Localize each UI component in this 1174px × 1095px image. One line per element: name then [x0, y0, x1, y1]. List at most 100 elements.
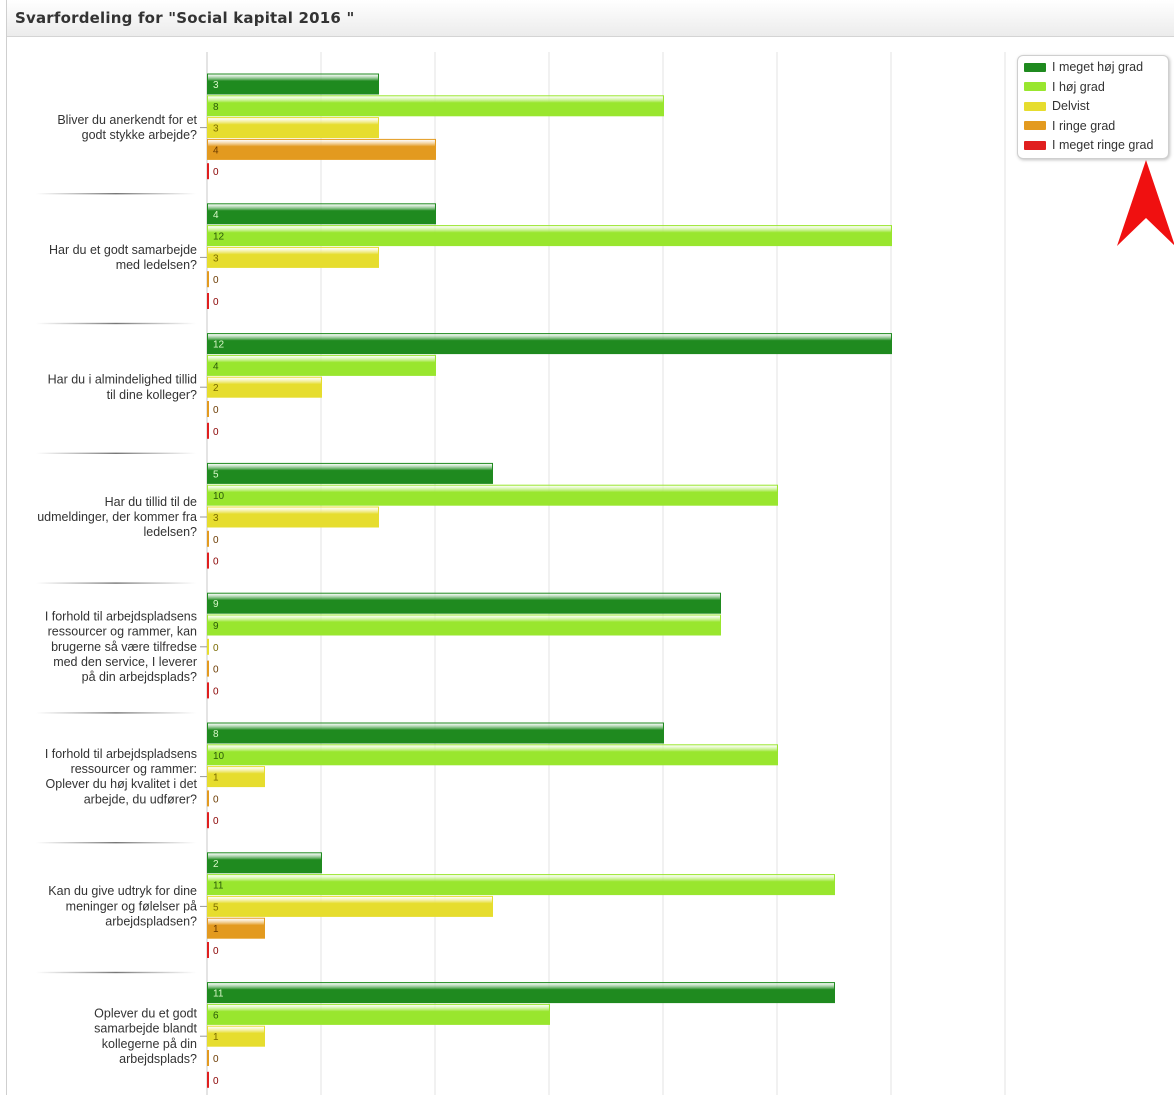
bar[interactable]	[207, 73, 379, 95]
bar[interactable]	[207, 917, 265, 939]
bar-value-label: 1	[213, 1032, 219, 1043]
bar-zero[interactable]	[207, 1050, 209, 1066]
group-separator	[36, 322, 196, 325]
chart-panel: Svarfordeling for "Social kapital 2016 "	[6, 0, 1174, 1095]
bar-value-label: 3	[213, 80, 219, 91]
bar-value-label: 3	[213, 124, 219, 135]
group-separator	[36, 842, 196, 844]
bar-zero[interactable]	[207, 422, 209, 439]
legend-item-very-high[interactable]: I meget høj grad	[1024, 59, 1143, 75]
category-label: Har du tillid til de udmeldinger, der kom…	[37, 495, 197, 539]
legend-label-high: I høj grad	[1052, 79, 1105, 94]
bar-zero[interactable]	[207, 293, 209, 309]
bar-value-label: 0	[213, 405, 219, 416]
legend-item-low[interactable]: I ringe grad	[1024, 118, 1115, 134]
legend-label-very-high: I meget høj grad	[1052, 60, 1144, 74]
bar[interactable]	[207, 462, 493, 484]
bar[interactable]	[207, 117, 379, 139]
category-label: Kan du give udtryk for dine meninger og f…	[48, 884, 197, 928]
category-labels: Bliver du anerkendt for et godt stykke ar…	[37, 113, 207, 1066]
bar[interactable]	[207, 895, 493, 917]
category-label: Oplever du et godt samarbejde blandt kolle…	[94, 1006, 197, 1066]
group-separator	[36, 712, 196, 714]
bar[interactable]	[207, 874, 835, 896]
bar[interactable]	[207, 95, 664, 117]
bar-zero[interactable]	[207, 401, 209, 417]
bar[interactable]	[207, 138, 436, 160]
bar-value-label: 4	[213, 361, 219, 372]
bar[interactable]	[207, 376, 322, 398]
group-separator	[36, 193, 196, 195]
bar[interactable]	[207, 744, 778, 766]
bar-value-label: 12	[213, 340, 225, 351]
bar-value-label: 8	[213, 102, 219, 113]
group-separator	[36, 582, 196, 584]
legend-item-very-low[interactable]: I meget ringe grad	[1024, 137, 1153, 153]
bar-zero[interactable]	[207, 271, 209, 288]
bar-value-label: 10	[213, 491, 225, 502]
bar[interactable]	[207, 592, 721, 614]
bar-zero[interactable]	[207, 660, 209, 677]
bar-value-label: 10	[213, 751, 225, 762]
bar-zero[interactable]	[207, 790, 209, 807]
legend-swatch-high	[1024, 82, 1046, 91]
bar[interactable]	[207, 203, 436, 225]
group-separator	[36, 971, 196, 974]
legend-label-very-low: I meget ringe grad	[1052, 138, 1154, 152]
bar[interactable]	[207, 982, 835, 1004]
bar[interactable]	[207, 333, 892, 355]
bar-value-label: 0	[213, 643, 219, 654]
legend-label-partly: Delvist	[1052, 99, 1090, 113]
bar-zero[interactable]	[207, 1071, 209, 1088]
bar-zero[interactable]	[207, 812, 209, 829]
category-label: I forhold til arbejdspladsens ressourcer …	[45, 747, 198, 807]
bar-value-label: 9	[213, 621, 219, 632]
legend-swatch-low	[1024, 121, 1046, 130]
bar[interactable]	[207, 614, 721, 636]
bar-value-label: 2	[213, 383, 219, 394]
bar-value-label: 12	[213, 232, 225, 243]
bar[interactable]	[207, 506, 379, 528]
bar-zero[interactable]	[207, 942, 209, 958]
bar-value-label: 5	[213, 902, 219, 913]
bar-value-label: 4	[213, 210, 219, 221]
category-label: Har du i almindelighed tillid til dine ko…	[48, 373, 197, 402]
bar[interactable]	[207, 484, 778, 506]
bar[interactable]	[207, 766, 265, 788]
category-label: Har du et godt samarbejde med ledelsen?	[49, 243, 197, 272]
panel-title: Svarfordeling for "Social kapital 2016 "	[15, 9, 355, 27]
bar-value-label: 0	[213, 1054, 219, 1065]
bar-value-label: 0	[213, 686, 219, 697]
bar[interactable]	[207, 722, 664, 744]
bar-zero[interactable]	[207, 682, 209, 699]
bar[interactable]	[207, 852, 322, 874]
bar-value-label: 0	[213, 816, 219, 827]
bar-zero[interactable]	[207, 163, 209, 180]
bar[interactable]	[207, 1003, 550, 1025]
bar-zero[interactable]	[207, 530, 209, 547]
bar-value-label: 0	[213, 167, 219, 178]
bar[interactable]	[207, 354, 436, 376]
bar[interactable]	[207, 246, 379, 268]
legend-label-low: I ringe grad	[1052, 118, 1116, 133]
legend-item-partly[interactable]: Delvist	[1024, 98, 1090, 114]
bar[interactable]	[207, 1025, 265, 1047]
bar-value-label: 8	[213, 729, 219, 740]
legend-swatch-partly	[1024, 101, 1046, 111]
bar-value-label: 0	[213, 427, 219, 438]
bar-value-label: 1	[213, 924, 219, 935]
bar-zero[interactable]	[207, 552, 209, 569]
bar-zero[interactable]	[207, 638, 209, 655]
group-separators	[36, 193, 196, 974]
bar[interactable]	[207, 225, 892, 247]
legend-swatch-very-high	[1024, 62, 1046, 72]
bar-value-label: 0	[213, 297, 219, 308]
bar-value-label: 0	[213, 946, 219, 957]
category-label: Bliver du anerkendt for et godt stykke ar…	[57, 113, 197, 142]
panel-header: Svarfordeling for "Social kapital 2016 "	[7, 0, 1174, 37]
legend-swatch-very-low	[1024, 140, 1046, 150]
group-separator	[36, 452, 196, 454]
bar-value-label: 3	[213, 253, 219, 264]
legend-item-high[interactable]: I høj grad	[1024, 79, 1105, 95]
